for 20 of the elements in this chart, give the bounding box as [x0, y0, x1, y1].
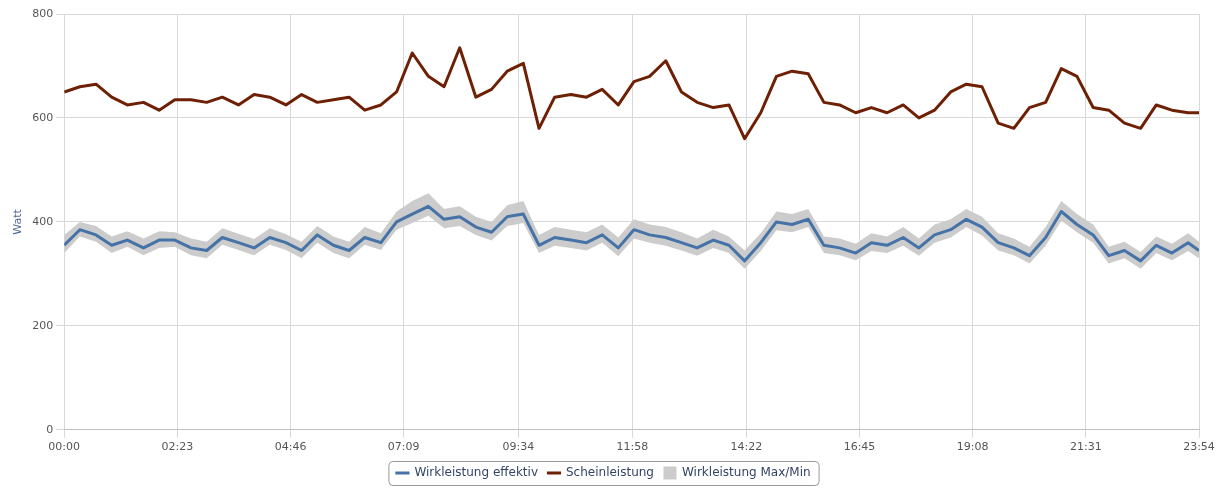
y-axis-title: Watt [11, 208, 25, 235]
x-tick-label: 07:09 [387, 440, 420, 454]
x-tick-label: 04:46 [274, 440, 307, 454]
legend-label: Wirkleistung effektiv [414, 465, 538, 480]
y-tick-label: 0 [46, 422, 54, 436]
y-tick-label: 200 [32, 318, 54, 332]
x-tick-label: 02:23 [161, 440, 194, 454]
legend-label: Wirkleistung Max/Min [681, 465, 811, 480]
x-tick-label: 21:31 [1070, 440, 1102, 454]
x-tick-label: 19:08 [956, 440, 989, 454]
x-tick-label: 09:34 [502, 440, 535, 454]
x-tick-label: 00:00 [48, 440, 81, 454]
x-tick-label: 16:45 [843, 440, 876, 454]
y-tick-label: 600 [32, 110, 54, 124]
x-tick-label: 11:58 [616, 440, 649, 454]
y-tick-label: 400 [32, 214, 54, 228]
x-tick-label: 23:54 [1183, 440, 1215, 454]
legend-label: Scheinleistung [566, 465, 654, 480]
x-tick-label: 14:22 [730, 440, 763, 454]
y-tick-label: 800 [32, 6, 54, 20]
